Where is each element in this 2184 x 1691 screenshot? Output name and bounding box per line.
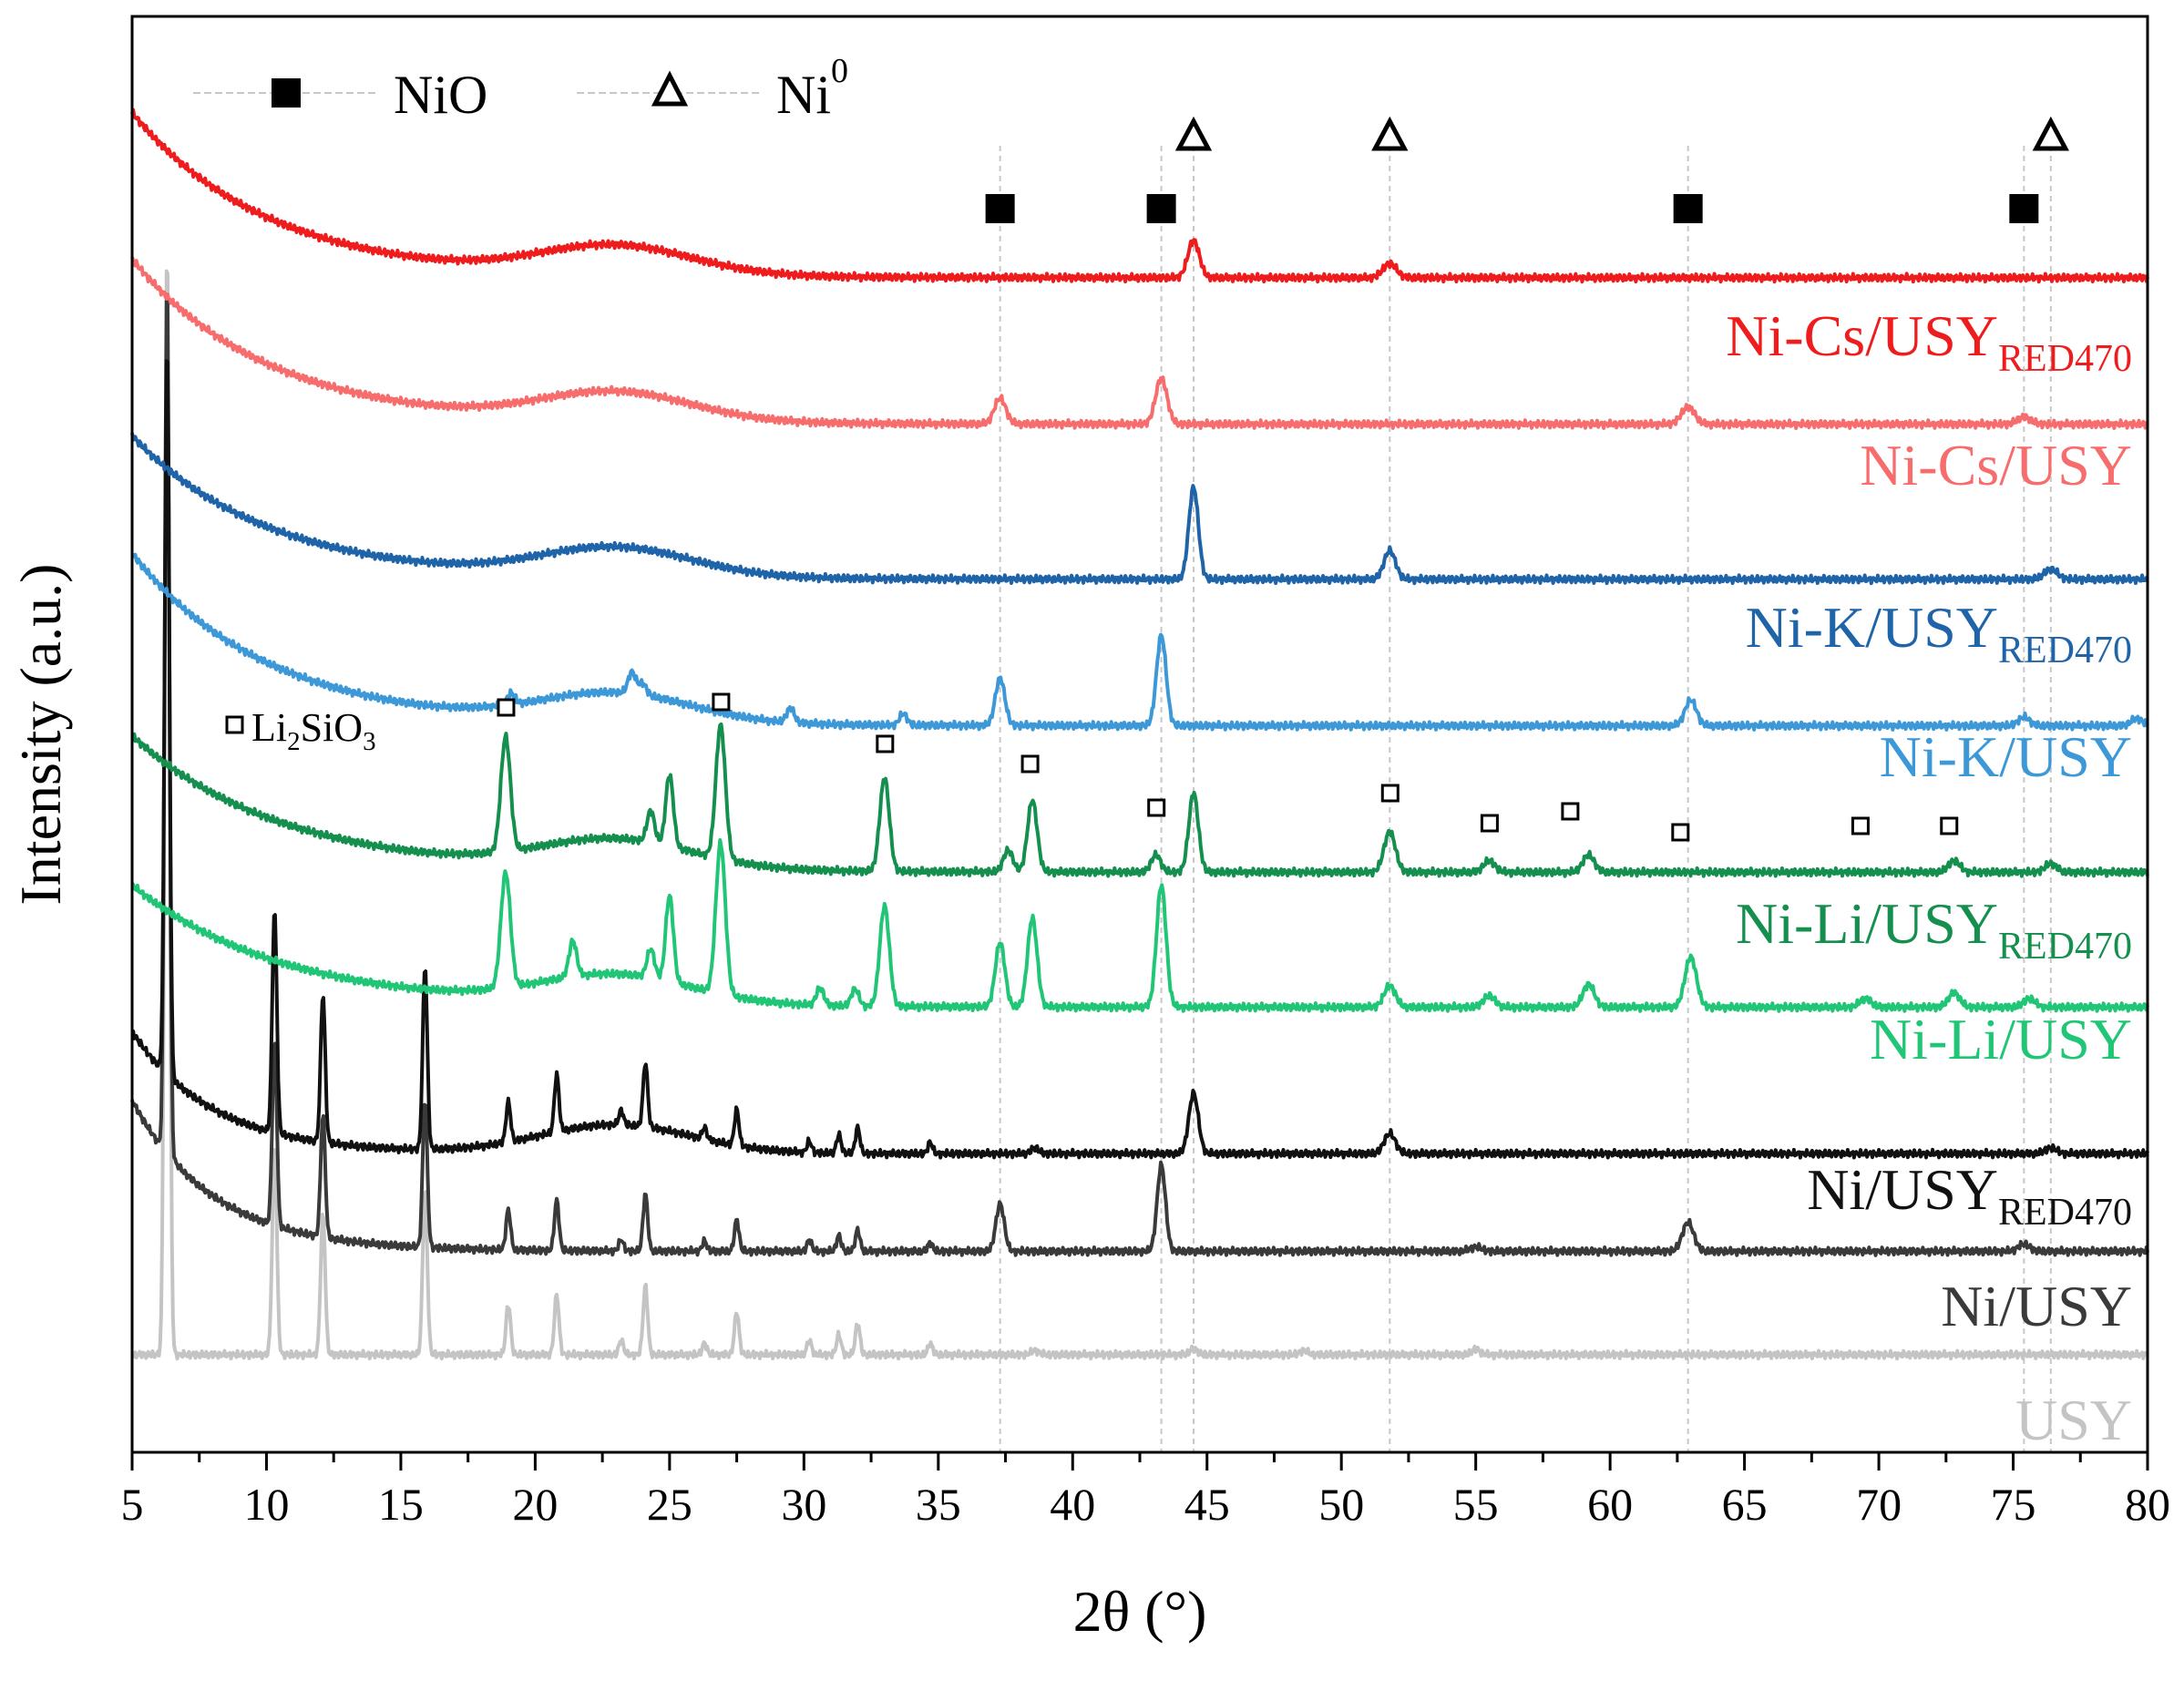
series-label: Ni-Li/USY	[1870, 1007, 2132, 1071]
series-line	[130, 838, 2149, 1013]
series-label: Ni-K/USYRED470	[1746, 595, 2132, 671]
series-labels: Ni-Cs/USYRED470 Ni-Cs/USY Ni-K/USYRED470 Ni…	[1726, 303, 2132, 1452]
x-tick-label: 65	[1722, 1479, 1768, 1530]
legend-nio-label: NiO	[394, 65, 487, 125]
x-tick-label: 80	[2125, 1479, 2170, 1530]
series-line	[130, 108, 2149, 284]
nio-marker-icon	[1146, 194, 1176, 223]
x-tick-label: 60	[1587, 1479, 1633, 1530]
li2sio3-marker-icon	[712, 692, 731, 712]
x-tick-label: 15	[378, 1479, 424, 1530]
x-tick-label: 25	[647, 1479, 692, 1530]
x-axis: 5 10 15 20 25 30 35 40 45 50 55 60 65 70 75 80	[121, 1452, 2170, 1530]
legend-ni0-marker-icon	[651, 70, 689, 107]
x-tick-label: 70	[1856, 1479, 1902, 1530]
phase-markers	[497, 116, 2069, 842]
x-tick-label: 55	[1453, 1479, 1499, 1530]
li2sio3-marker-icon	[1480, 814, 1499, 833]
series-label: Ni-Li/USYRED470	[1736, 891, 2132, 968]
series-line	[130, 432, 2149, 586]
series-label: Ni-Cs/USY	[1860, 433, 2132, 497]
x-tick-label: 20	[512, 1479, 558, 1530]
li2sio3-marker-icon	[1940, 816, 1959, 835]
li2sio3-label: Li2SiO3	[251, 705, 376, 756]
series-line	[130, 256, 2149, 430]
li2sio3-marker-icon	[1380, 784, 1400, 803]
li2sio3-marker-icon	[1147, 798, 1166, 817]
x-tick-label: 50	[1318, 1479, 1364, 1530]
li2sio3-marker-icon	[876, 734, 895, 753]
ni0-marker-icon	[2032, 116, 2069, 151]
series-label: Ni-K/USY	[1880, 724, 2132, 789]
x-tick-label: 40	[1050, 1479, 1095, 1530]
legend-nio-marker-icon	[272, 78, 301, 108]
nio-marker-icon	[985, 194, 1015, 223]
x-tick-label: 10	[243, 1479, 289, 1530]
li2sio3-marker-icon	[1561, 802, 1580, 821]
legend-ni0-label: Ni0	[776, 52, 848, 125]
series-line	[130, 269, 2149, 1361]
li2sio3-marker-icon	[225, 715, 244, 734]
series-line	[131, 359, 2149, 1160]
series-label: Ni-Cs/USYRED470	[1726, 303, 2132, 380]
y-axis-title: Intensity (a.u.)	[8, 564, 73, 906]
series-label: USY	[2015, 1388, 2132, 1452]
li2sio3-marker-icon	[497, 698, 516, 717]
li2sio3-marker-icon	[1671, 823, 1690, 842]
nio-marker-icon	[1673, 194, 1703, 223]
x-axis-title: 2θ (°)	[1073, 1579, 1207, 1644]
series-line	[130, 552, 2149, 732]
x-tick-label: 30	[781, 1479, 826, 1530]
li2sio3-marker-icon	[1851, 816, 1870, 835]
ni0-marker-icon	[1174, 116, 1213, 151]
series-line	[130, 722, 2149, 878]
nio-marker-icon	[2009, 194, 2039, 223]
legend: NiO Ni0	[193, 52, 848, 125]
series-layer	[130, 108, 2149, 1361]
x-tick-label: 35	[916, 1479, 961, 1530]
x-tick-label: 75	[1991, 1479, 2036, 1530]
series-line	[130, 297, 2149, 1257]
series-label: Ni/USY	[1941, 1274, 2132, 1338]
x-tick-label: 5	[121, 1479, 144, 1530]
ni0-marker-icon	[1371, 116, 1409, 151]
series-label: Ni/USYRED470	[1807, 1157, 2132, 1234]
li2sio3-marker-icon	[1020, 754, 1040, 774]
plot-frame	[130, 15, 2149, 1454]
x-tick-label: 45	[1184, 1479, 1230, 1530]
phase-annotation-li2sio3: Li2SiO3	[225, 705, 376, 756]
